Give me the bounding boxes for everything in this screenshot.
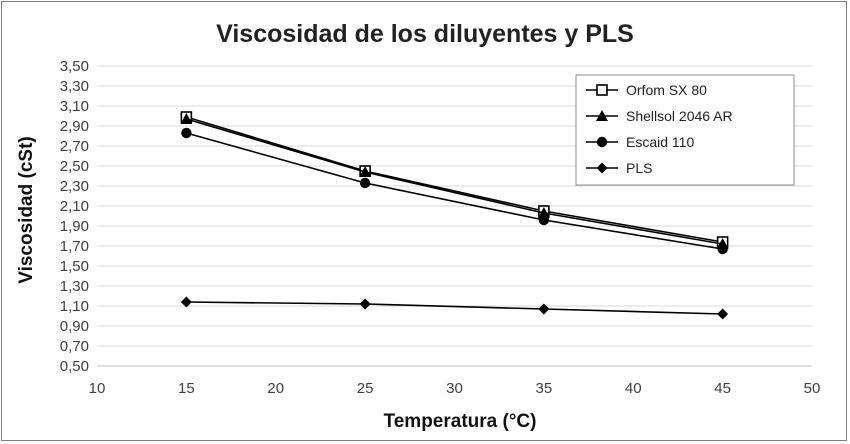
legend-label: PLS xyxy=(626,160,652,176)
x-axis-label: Temperatura (°C) xyxy=(383,411,537,432)
circle-marker xyxy=(596,136,608,148)
diamond-marker xyxy=(359,298,371,310)
x-tick-label: 25 xyxy=(357,380,374,397)
y-tick-label: 1,30 xyxy=(60,278,89,295)
y-tick-label: 1,90 xyxy=(60,218,89,235)
y-tick-label: 2,50 xyxy=(60,158,89,175)
legend-box xyxy=(575,74,795,186)
circle-marker xyxy=(538,214,550,226)
triangle-marker xyxy=(537,207,550,218)
diamond-marker xyxy=(596,162,608,174)
y-tick-labels: 0,50 0,70 0,90 1,10 1,30 1,50 1,70 1,90 2,10 2,30… xyxy=(60,58,89,375)
series-line xyxy=(186,132,723,250)
x-tick-label: 10 xyxy=(89,380,106,397)
x-tick-label: 15 xyxy=(178,380,195,397)
y-tick-label: 1,70 xyxy=(60,238,89,255)
x-tick-label: 40 xyxy=(625,380,642,397)
triangle-marker xyxy=(359,166,372,177)
y-tick-label: 2,70 xyxy=(60,138,89,155)
legend-label: Escaid 110 xyxy=(626,134,694,150)
diamond-marker xyxy=(538,303,550,315)
x-tick-labels: 10 15 20 25 30 35 40 45 50 xyxy=(89,380,821,397)
y-tick-label: 0,70 xyxy=(60,338,89,355)
diamond-marker xyxy=(717,308,729,320)
series-escaid-110 xyxy=(181,127,728,255)
chart-title: Viscosidad de los diluyentes y PLS xyxy=(216,20,634,48)
legend-label: Shellsol 2046 AR xyxy=(626,108,733,124)
y-tick-label: 3,10 xyxy=(60,98,89,115)
y-tick-label: 1,10 xyxy=(60,298,89,315)
y-tick-label: 3,30 xyxy=(60,78,89,95)
series-line xyxy=(186,116,723,243)
y-tick-label: 2,90 xyxy=(60,118,89,135)
series-line xyxy=(186,301,723,315)
triangle-marker xyxy=(596,110,608,121)
series-group xyxy=(180,111,729,320)
series-shellsol-2046-ar xyxy=(180,113,729,249)
x-tick-label: 35 xyxy=(536,380,553,397)
open-square-marker xyxy=(596,84,608,96)
y-tick-label: 3,50 xyxy=(60,58,89,75)
diamond-marker xyxy=(180,296,192,308)
x-tick-label: 20 xyxy=(267,380,284,397)
circle-marker xyxy=(717,243,728,255)
series-line xyxy=(186,118,723,245)
x-tick-label: 45 xyxy=(714,380,731,397)
circle-marker xyxy=(181,127,192,139)
circle-marker xyxy=(359,177,371,189)
y-tick-label: 2,30 xyxy=(60,178,89,195)
legend: Orfom SX 80 Shellsol 2046 AR Escaid 110 PLS xyxy=(575,74,795,186)
y-tick-label: 0,50 xyxy=(60,358,89,375)
x-tick-label: 30 xyxy=(446,380,463,397)
y-tick-label: 0,90 xyxy=(60,318,89,335)
series-pls xyxy=(180,296,729,320)
legend-label: Orfom SX 80 xyxy=(626,82,707,98)
y-tick-label: 2,10 xyxy=(60,198,89,215)
triangle-marker xyxy=(180,113,193,124)
y-tick-label: 1,50 xyxy=(60,258,89,275)
x-tick-label: 50 xyxy=(804,380,821,397)
